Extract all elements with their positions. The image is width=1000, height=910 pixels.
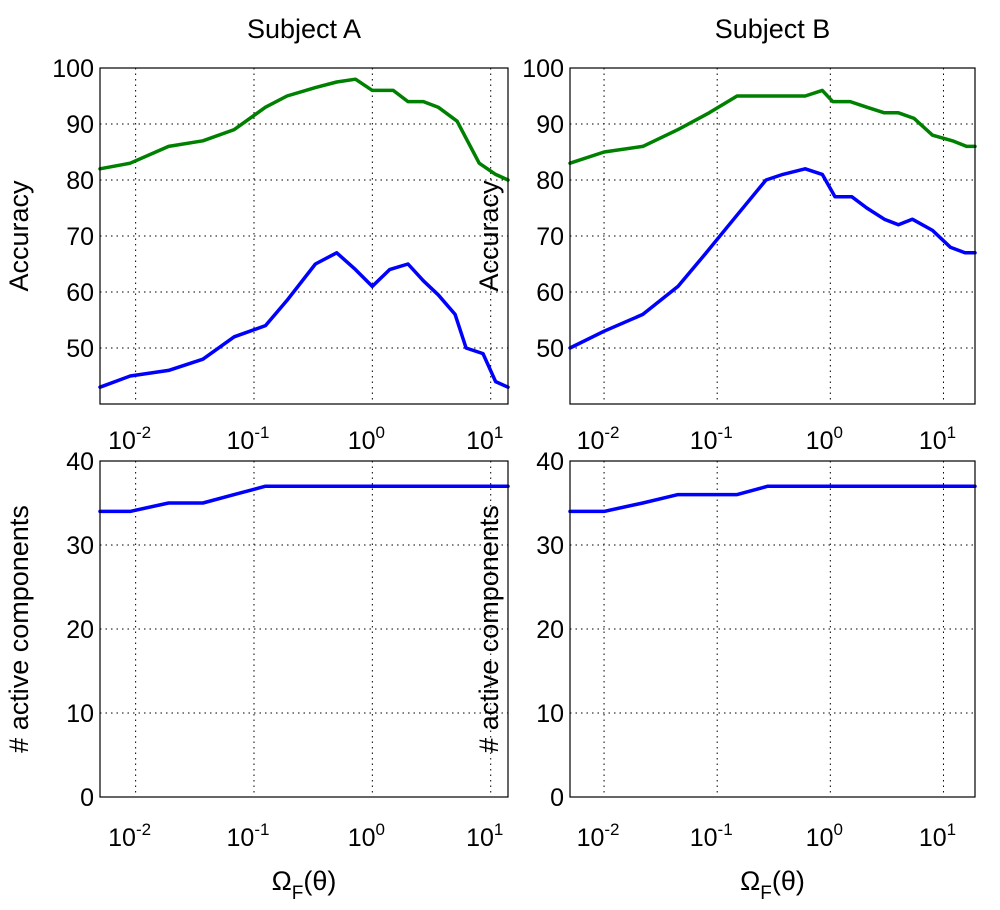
x-tick-label: 101: [919, 820, 956, 852]
x-tick-label: 10-1: [690, 423, 733, 455]
x-tick-label: 10-2: [108, 820, 151, 852]
series-line-2: [98, 251, 510, 389]
chart-title: Subject A: [247, 14, 361, 44]
x-tick-label: 100: [806, 423, 843, 455]
x-tick-label: 100: [806, 820, 843, 852]
x-axis-label: ΩF(θ): [272, 866, 337, 904]
chart-panel-3: 0 10 20 30 40 10-2 10-1 100 101 # active componen…: [4, 448, 510, 904]
y-tick-label: 40: [536, 448, 564, 476]
x-tick-label: 100: [348, 820, 385, 852]
y-tick-label: 0: [550, 784, 564, 812]
x-tick-label: 100: [348, 423, 385, 455]
y-tick-label: 50: [66, 335, 94, 363]
x-axis-label: ΩF(θ): [740, 866, 805, 904]
x-tick-label: 10-2: [577, 423, 620, 455]
chart-panel-4: 0 10 20 30 40 10-2 10-1 100 101 # active componen…: [474, 448, 977, 904]
y-tick-label: 70: [536, 223, 564, 251]
y-axis-label: # active components: [474, 505, 504, 753]
y-tick-label: 20: [536, 616, 564, 644]
series-line-2: [568, 167, 977, 350]
y-axis-label: Accuracy: [4, 180, 34, 292]
y-tick-label: 70: [66, 223, 94, 251]
y-axis-label: Accuracy: [474, 180, 504, 292]
y-tick-label: 40: [66, 448, 94, 476]
series-line-1: [98, 77, 510, 182]
y-tick-label: 100: [522, 55, 564, 83]
x-tick-label: 10-2: [108, 423, 151, 455]
y-tick-label: 100: [52, 55, 94, 83]
x-tick-label: 101: [466, 423, 503, 455]
y-tick-label: 10: [66, 700, 94, 728]
x-tick-label: 101: [919, 423, 956, 455]
axes-box: [569, 67, 976, 405]
y-tick-label: 90: [536, 111, 564, 139]
y-axis-label: # active components: [4, 505, 34, 753]
y-tick-label: 30: [536, 532, 564, 560]
x-tick-label: 10-2: [577, 820, 620, 852]
x-tick-label: 101: [466, 820, 503, 852]
y-tick-label: 90: [66, 111, 94, 139]
y-tick-label: 60: [66, 279, 94, 307]
y-tick-label: 80: [536, 167, 564, 195]
series-line-1: [568, 484, 977, 514]
y-tick-label: 80: [66, 167, 94, 195]
chart-panel-1: 50 60 70 80 90 100 10-2 10-1 100 101 Subject A Accu…: [4, 14, 510, 455]
y-tick-label: 20: [66, 616, 94, 644]
chart-panel-2: 50 60 70 80 90 100 10-2 10-1 100 101 Subject B Accu…: [474, 14, 977, 455]
series-line-1: [98, 484, 510, 514]
axes-box: [569, 460, 976, 798]
x-tick-label: 10-1: [227, 820, 270, 852]
chart-title: Subject B: [715, 14, 831, 44]
y-tick-label: 0: [80, 784, 94, 812]
axes-box: [99, 67, 509, 405]
y-tick-label: 30: [66, 532, 94, 560]
axes-box: [99, 460, 509, 798]
y-tick-label: 60: [536, 279, 564, 307]
y-tick-label: 50: [536, 335, 564, 363]
y-tick-label: 10: [536, 700, 564, 728]
x-tick-label: 10-1: [690, 820, 733, 852]
series-line-1: [568, 88, 977, 165]
x-tick-label: 10-1: [227, 423, 270, 455]
